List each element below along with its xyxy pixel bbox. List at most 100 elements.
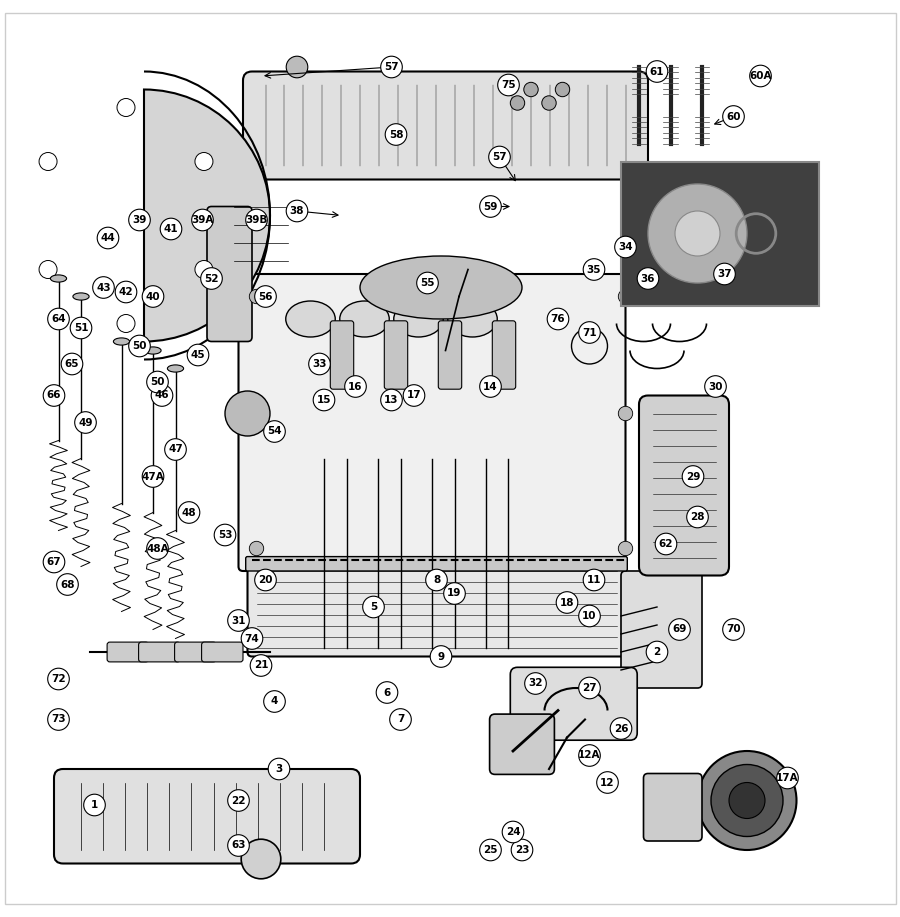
Circle shape [43,385,65,406]
Circle shape [75,412,96,434]
FancyBboxPatch shape [492,321,516,389]
Circle shape [489,146,510,168]
Circle shape [403,385,425,406]
Circle shape [502,822,524,843]
Circle shape [480,839,501,861]
Text: 35: 35 [587,264,601,274]
Text: 37: 37 [717,269,732,279]
Text: 34: 34 [618,242,633,252]
Text: 58: 58 [389,129,403,139]
Circle shape [729,782,765,819]
Circle shape [426,569,447,591]
Text: 71: 71 [582,327,597,337]
Circle shape [151,385,173,406]
Wedge shape [144,90,270,341]
Text: 72: 72 [51,674,66,684]
Text: 46: 46 [155,391,169,401]
Text: 18: 18 [560,598,574,607]
FancyBboxPatch shape [621,161,819,305]
Circle shape [249,406,264,421]
Circle shape [556,591,578,613]
Text: 50: 50 [132,341,147,351]
Circle shape [228,790,249,812]
Ellipse shape [113,337,130,345]
Circle shape [618,289,633,304]
Text: 14: 14 [483,381,498,392]
Circle shape [381,389,402,411]
Circle shape [255,286,276,307]
FancyBboxPatch shape [202,642,243,662]
Text: 50: 50 [150,377,165,387]
Ellipse shape [286,301,335,337]
Circle shape [97,227,119,249]
Circle shape [555,83,570,96]
Circle shape [430,646,452,668]
Circle shape [187,344,209,366]
Text: 21: 21 [254,660,268,670]
Text: 57: 57 [384,62,399,72]
Ellipse shape [394,301,443,337]
Circle shape [723,105,744,127]
Text: 64: 64 [51,314,66,324]
Text: 57: 57 [492,152,507,162]
Circle shape [84,794,105,816]
FancyBboxPatch shape [490,714,554,774]
Circle shape [682,466,704,487]
Circle shape [669,619,690,640]
Circle shape [480,376,501,397]
Text: 27: 27 [582,683,597,693]
Text: 24: 24 [506,827,520,837]
Text: 56: 56 [258,292,273,302]
Text: 8: 8 [433,575,440,585]
Text: 22: 22 [231,796,246,805]
Text: 16: 16 [348,381,363,392]
Text: 48A: 48A [146,544,169,554]
Circle shape [61,353,83,375]
Circle shape [444,582,465,604]
FancyBboxPatch shape [330,321,354,389]
Circle shape [646,61,668,83]
Circle shape [723,619,744,640]
Text: 32: 32 [528,679,543,689]
Text: 25: 25 [483,845,498,855]
Text: 39B: 39B [246,215,267,225]
Circle shape [246,209,267,231]
Text: 47A: 47A [141,471,165,481]
Circle shape [241,628,263,649]
Circle shape [264,691,285,713]
Circle shape [583,569,605,591]
FancyBboxPatch shape [54,769,360,864]
Circle shape [698,751,796,850]
Circle shape [646,641,668,663]
Circle shape [195,152,213,171]
Circle shape [309,353,330,375]
Ellipse shape [167,365,184,372]
Circle shape [268,758,290,779]
Circle shape [147,537,168,559]
Circle shape [524,83,538,96]
FancyBboxPatch shape [621,571,702,688]
Circle shape [192,209,213,231]
Circle shape [228,610,249,631]
Circle shape [249,289,264,304]
Circle shape [381,56,402,78]
Text: 41: 41 [164,224,178,234]
Text: 43: 43 [96,282,111,293]
Text: 20: 20 [258,575,273,585]
Text: 9: 9 [437,651,445,661]
Text: 4: 4 [271,697,278,706]
Circle shape [385,124,407,145]
Text: 48: 48 [182,507,196,517]
Circle shape [648,184,747,283]
Circle shape [390,709,411,730]
Text: 55: 55 [420,278,435,288]
FancyBboxPatch shape [139,642,180,662]
Circle shape [39,152,57,171]
FancyBboxPatch shape [238,274,626,571]
Text: 30: 30 [708,381,723,392]
Circle shape [48,308,69,330]
Circle shape [615,237,636,258]
Text: 17: 17 [407,391,421,401]
Text: 5: 5 [370,602,377,612]
Circle shape [363,596,384,618]
